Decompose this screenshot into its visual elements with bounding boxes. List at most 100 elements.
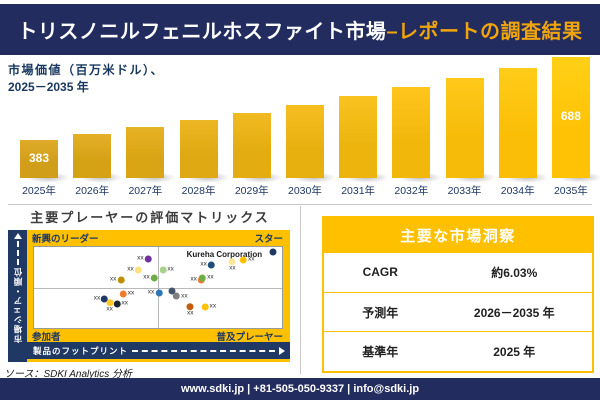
- matrix-dot: xx: [106, 299, 114, 313]
- matrix-dot: xx: [201, 302, 217, 311]
- quadrant-label-pervasive-players: 普及プレーヤー: [216, 331, 283, 343]
- bar-value-label: 688: [560, 109, 581, 123]
- dot-label: xx: [93, 294, 101, 302]
- bar-2032年: 2032年: [392, 57, 443, 198]
- matrix-dot: xx: [159, 265, 174, 274]
- footer-contact-text: www.sdki.jp | +81-505-050-9337 | info@sd…: [180, 383, 420, 395]
- horizontal-divider: [8, 204, 592, 205]
- table-row: 予測年 2026－2035 年: [324, 291, 592, 332]
- dot-label: xx: [137, 254, 144, 262]
- dot-marker: [155, 289, 163, 297]
- bar-rect: [339, 96, 378, 178]
- matrix-title: 主要プレーヤーの評価マトリックス: [30, 210, 270, 225]
- bar-rect: [445, 78, 484, 178]
- quadrant-divider-horizontal: [34, 287, 282, 289]
- dot-label: xx: [167, 265, 174, 273]
- matrix-dot: xx: [148, 289, 163, 297]
- dot-marker: [269, 248, 277, 256]
- matrix-dot: xx: [109, 275, 125, 284]
- x-axis-label: 製品のフットプリント: [33, 345, 129, 356]
- bar-2026年: 2026年: [73, 57, 124, 198]
- bar-rect: [179, 120, 218, 178]
- x-axis-tick-label: 2032年: [394, 185, 429, 197]
- up-arrow-icon: [13, 233, 22, 239]
- page-title-accent: –レポートの調査結果: [386, 21, 583, 43]
- source-note: ソース：SDKI Analytics 分析: [4, 369, 133, 380]
- bar-value-label: 383: [28, 151, 50, 165]
- x-axis-tick-label: 2029年: [234, 185, 269, 197]
- company-label: Kureha Corporation: [186, 250, 263, 260]
- row-label-base-year: 基準年: [362, 345, 399, 360]
- dot-marker: [113, 300, 121, 308]
- dashed-line: [16, 241, 19, 265]
- bar-rect: [392, 87, 431, 178]
- dot-marker: [117, 276, 125, 284]
- x-axis-tick-label: 2031年: [341, 185, 376, 197]
- bar-rect: [498, 68, 537, 178]
- matrix-dot: xx: [113, 299, 129, 308]
- dot-label: xx: [127, 289, 135, 297]
- matrix-dot: xx: [143, 274, 158, 282]
- dot-marker: [201, 303, 209, 311]
- dot-label: xx: [190, 275, 197, 283]
- dot-label: xx: [200, 260, 207, 268]
- dot-label: xx: [106, 305, 113, 313]
- dashed-line: [132, 349, 275, 352]
- x-axis-tick-label: 2030年: [288, 185, 322, 197]
- evaluation-matrix: 市場シェア・順位 新興のリーダー スター Kureha Corporation …: [8, 230, 290, 362]
- row-value-base-year: 2025 年: [493, 345, 536, 360]
- matrix-dot: [168, 287, 176, 295]
- dot-marker: [134, 266, 142, 274]
- bar-2027年: 2027年: [126, 57, 177, 198]
- row-value-cagr: 約6.03%: [491, 265, 538, 280]
- table-row: 基準年 2025 年: [324, 331, 592, 371]
- dot-label: xx: [109, 275, 117, 283]
- bar-rect: 688: [551, 57, 590, 178]
- page-title-main: トリスノニルフェニルホスファイト市場: [17, 21, 387, 43]
- quadrant-labels-bottom: 参加者 普及プレーヤー: [27, 329, 290, 343]
- insights-table-title: 主要な市場洞察: [324, 218, 592, 252]
- quadrant-label-emerging-leaders: 新興のリーダー: [32, 234, 99, 245]
- dot-marker: [168, 287, 176, 295]
- dot-marker: [106, 299, 114, 307]
- matrix-x-axis: 製品のフットプリント: [27, 342, 290, 359]
- matrix-dot: xx: [119, 289, 135, 298]
- dot-marker: [240, 256, 248, 264]
- matrix-plot: Kureha Corporation xx xx xx xx xx xx xx xx xx xx x…: [33, 246, 283, 329]
- insights-table: 主要な市場洞察 CAGR 約6.03% 予測年 2026－2035 年 基準年 …: [322, 216, 594, 373]
- matrix-dot: xx: [228, 258, 236, 272]
- matrix-dot: [269, 248, 277, 256]
- bar-chart-bars: 383 2025年 2026年 2027年 2028年 2029年 2030年 2031年 20…: [20, 57, 600, 198]
- dot-label: xx: [181, 292, 188, 300]
- quadrant-label-star: スター: [254, 234, 283, 245]
- bar-rect: [73, 134, 112, 178]
- x-axis-tick-label: 2034年: [500, 185, 535, 197]
- bar-2028年: 2028年: [179, 57, 230, 198]
- dot-label: xx: [121, 299, 129, 307]
- bar-2033年: 2033年: [445, 57, 496, 198]
- chart-title: 市場価値（百万米ドル）、 2025－2035 年: [8, 62, 164, 97]
- bar-2029年: 2029年: [232, 57, 283, 198]
- dot-label: xx: [209, 302, 217, 310]
- y-axis-label: 市場シェア・順位: [12, 267, 23, 343]
- chart-title-line2: 2025－2035 年: [8, 80, 89, 95]
- matrix-dot: xx: [127, 266, 142, 274]
- dot-marker: [159, 266, 167, 274]
- row-label-cagr: CAGR: [362, 265, 398, 280]
- dot-marker: [119, 290, 127, 298]
- matrix-dot: xx: [240, 256, 255, 264]
- x-axis-tick-label: 2028年: [181, 185, 216, 197]
- x-axis-tick-label: 2035年: [553, 185, 588, 197]
- vertical-divider: [300, 206, 301, 374]
- right-arrow-icon: [279, 346, 285, 355]
- quadrant-label-participants: 参加者: [32, 331, 61, 343]
- matrix-y-axis: 市場シェア・順位: [8, 230, 27, 362]
- dot-label: xx: [207, 273, 214, 281]
- dot-marker: [101, 295, 109, 303]
- dot-marker: [173, 292, 181, 300]
- dot-marker: [150, 274, 158, 282]
- bar-2034年: 2034年: [498, 57, 549, 198]
- dot-label: xx: [229, 264, 236, 272]
- matrix-dot: xx: [200, 260, 215, 269]
